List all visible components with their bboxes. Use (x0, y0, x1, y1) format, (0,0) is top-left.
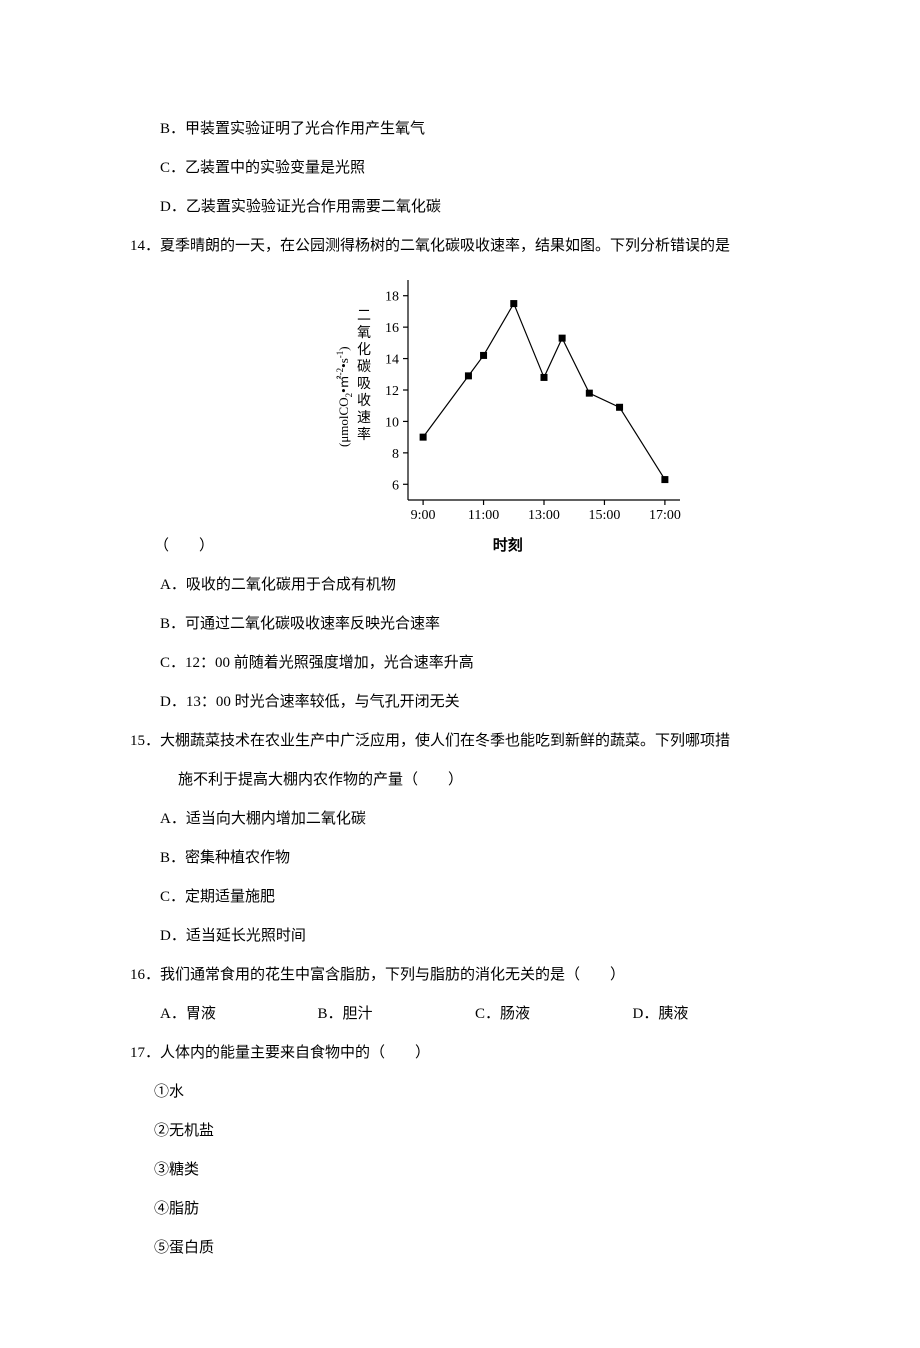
q13-option-d: D．乙装置实验验证光合作用需要二氧化碳 (130, 188, 790, 227)
svg-text:16: 16 (385, 321, 399, 336)
q16-option-c: C．肠液 (475, 995, 633, 1034)
q16-option-b: B．胆汁 (318, 995, 476, 1034)
svg-text:收: 收 (357, 392, 371, 408)
svg-text:10: 10 (385, 415, 399, 430)
svg-text:二: 二 (357, 307, 371, 323)
q17-o1: ①水 (130, 1073, 790, 1112)
svg-text:12: 12 (385, 384, 399, 399)
svg-text:碳: 碳 (357, 358, 371, 374)
q15-stem-line1: 15．大棚蔬菜技术在农业生产中广泛应用，使人们在冬季也能吃到新鲜的蔬菜。下列哪项… (130, 722, 790, 761)
chart-xlabel: 时刻 (318, 526, 698, 565)
svg-text:18: 18 (385, 290, 399, 305)
svg-text:氧: 氧 (357, 324, 371, 340)
q14-option-d: D．13：00 时光合速率较低，与气孔开闭无关 (130, 683, 790, 722)
svg-text:13:00: 13:00 (528, 508, 560, 520)
q14-stem: 14．夏季晴朗的一天，在公园测得杨树的二氧化碳吸收速率，结果如图。下列分析错误的… (130, 227, 790, 266)
svg-text:11:00: 11:00 (468, 508, 499, 520)
q17-o2: ②无机盐 (130, 1112, 790, 1151)
q13-option-b: B．甲装置实验证明了光合作用产生氧气 (130, 110, 790, 149)
svg-text:14: 14 (385, 353, 399, 368)
q15-stem-line2: 施不利于提高大棚内农作物的产量（ ） (130, 761, 790, 800)
q16-option-a: A．胃液 (160, 995, 318, 1034)
svg-text:吸: 吸 (357, 375, 371, 391)
q15-option-a: A．适当向大棚内增加二氧化碳 (130, 800, 790, 839)
q14-chart: 6 8 10 12 14 16 18 9:00 11:00 13:00 15:00 17:00 二氧化碳… (130, 272, 790, 524)
q15-option-d: D．适当延长光照时间 (130, 917, 790, 956)
q17-stem: 17．人体内的能量主要来自食物中的（ ） (130, 1034, 790, 1073)
svg-text:化: 化 (357, 341, 371, 357)
q13-option-c: C．乙装置中的实验变量是光照 (130, 149, 790, 188)
svg-text:9:00: 9:00 (411, 508, 436, 520)
svg-text:15:00: 15:00 (588, 508, 620, 520)
q14-paren: （ ） (130, 527, 314, 566)
svg-text:速: 速 (357, 409, 371, 425)
q17-o3: ③糖类 (130, 1151, 790, 1190)
q16-option-d: D．胰液 (633, 995, 791, 1034)
q15-option-c: C．定期适量施肥 (130, 878, 790, 917)
q17-o5: ⑤蛋白质 (130, 1229, 790, 1268)
q15-option-b: B．密集种植农作物 (130, 839, 790, 878)
svg-text:6: 6 (392, 478, 399, 493)
q14-option-c: C．12：00 前随着光照强度增加，光合速率升高 (130, 644, 790, 683)
q17-o4: ④脂肪 (130, 1190, 790, 1229)
q14-option-b: B．可通过二氧化碳吸收速率反映光合速率 (130, 605, 790, 644)
svg-text:8: 8 (392, 447, 399, 462)
svg-text:17:00: 17:00 (649, 508, 681, 520)
svg-text:率: 率 (357, 426, 371, 442)
svg-text:(μmolCO2•㎡-2•s-1): (μmolCO2•㎡-2•s-1) (335, 346, 354, 447)
q14-option-a: A．吸收的二氧化碳用于合成有机物 (130, 566, 790, 605)
q16-stem: 16．我们通常食用的花生中富含脂肪，下列与脂肪的消化无关的是（ ） (130, 956, 790, 995)
